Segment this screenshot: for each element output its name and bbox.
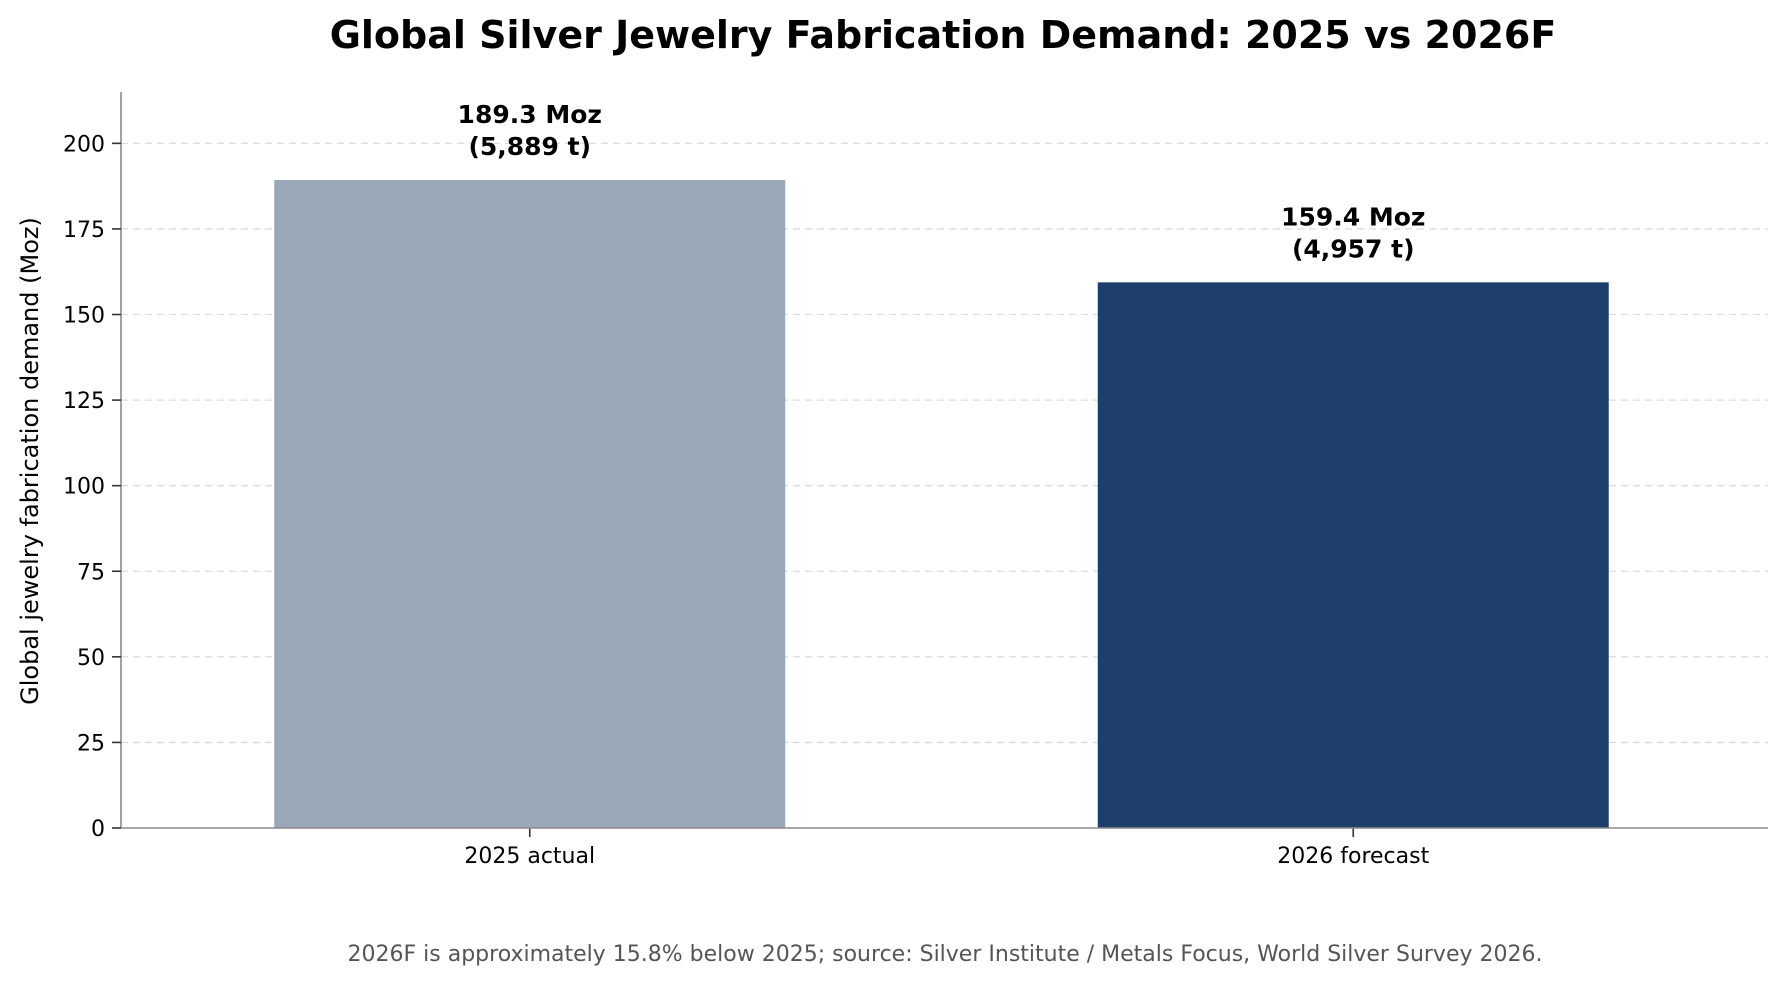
y-tick-label: 50 bbox=[77, 646, 105, 671]
bar bbox=[274, 179, 786, 829]
x-tick-label: 2026 forecast bbox=[1277, 844, 1429, 869]
y-tick-label: 25 bbox=[77, 731, 105, 756]
y-tick-label: 150 bbox=[63, 304, 105, 329]
y-axis-title: Global jewelry fabrication demand (Moz) bbox=[16, 217, 44, 705]
bar bbox=[1097, 282, 1609, 829]
chart-title: Global Silver Jewelry Fabrication Demand… bbox=[330, 13, 1557, 57]
y-tick-label: 0 bbox=[91, 817, 105, 842]
data-label: 189.3 Moz bbox=[458, 100, 602, 129]
y-tick-label: 200 bbox=[63, 132, 105, 157]
bars bbox=[274, 179, 1609, 829]
y-tick-label: 125 bbox=[63, 389, 105, 414]
data-label: 159.4 Moz bbox=[1281, 202, 1425, 231]
chart-footnote: 2026F is approximately 15.8% below 2025;… bbox=[348, 942, 1543, 967]
data-label: (5,889 t) bbox=[468, 132, 591, 161]
data-labels: 189.3 Moz (5,889 t) 159.4 Moz (4,957 t) bbox=[458, 100, 1426, 263]
y-tick-label: 175 bbox=[63, 218, 105, 243]
axes: 2025 actual 2026 forecast 0 25 50 75 100 125 150… bbox=[63, 92, 1768, 869]
y-tick-label: 75 bbox=[77, 560, 105, 585]
data-label: (4,957 t) bbox=[1292, 234, 1415, 263]
x-tick-label: 2025 actual bbox=[464, 844, 595, 869]
y-tick-label: 100 bbox=[63, 475, 105, 500]
